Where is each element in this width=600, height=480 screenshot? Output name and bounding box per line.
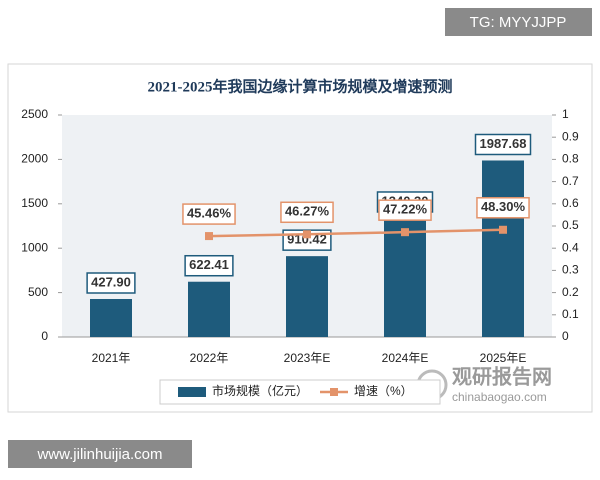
line-marker [303, 230, 311, 239]
watermark-box [445, 8, 592, 36]
chart-title: 2021-2025年我国边缘计算市场规模及增速预测 [148, 77, 453, 95]
y2-tick-label: 1 [562, 107, 569, 121]
y2-tick-label: 0.7 [562, 174, 579, 188]
line-label: 45.46% [187, 206, 232, 221]
line-marker [499, 225, 507, 234]
bar [384, 217, 426, 337]
bar-label-box [86, 272, 136, 294]
bar [188, 281, 230, 337]
line-label-box [182, 203, 236, 225]
y-tick-label: 0 [41, 329, 48, 343]
y2-tick-label: 0.6 [562, 196, 579, 210]
logo-url: chinabaogao.com [452, 390, 547, 404]
line-label: 46.27% [285, 204, 330, 219]
y2-tick-label: 0.4 [562, 240, 579, 254]
legend [159, 379, 441, 405]
legend-swatch [330, 388, 338, 396]
y2-tick-label: 0.9 [562, 129, 579, 143]
x-tick-label: 2023年E [284, 351, 331, 365]
bar-label: 1987.68 [480, 136, 527, 151]
bar-label-box [184, 254, 234, 277]
line-label-box [280, 201, 334, 224]
y2-tick-label: 0.8 [562, 152, 579, 166]
x-tick-label: 2025年E [480, 351, 527, 365]
watermark: TG: MYYJJPP [470, 14, 567, 31]
y2-tick-label: 0.1 [562, 307, 579, 321]
line [208, 228, 504, 238]
y2-tick-label: 0.2 [562, 285, 579, 299]
y-tick-label: 1000 [21, 240, 48, 254]
y-tick-label: 1500 [21, 196, 48, 210]
line-marker [205, 232, 213, 241]
y-tick-label: 2500 [21, 107, 48, 121]
line-label: 47.22% [383, 202, 428, 217]
y-tick-label: 500 [28, 285, 48, 299]
legend-swatch [178, 387, 206, 397]
bar [482, 160, 524, 337]
x-tick-label: 2024年E [382, 351, 429, 365]
bar-label: 622.41 [189, 257, 229, 272]
y2-tick-label: 0.5 [562, 218, 579, 232]
y2-tick-label: 0.3 [562, 263, 579, 277]
logo: 观研报告网 [452, 364, 552, 388]
watermark-box [8, 440, 192, 468]
line-label-box [476, 197, 530, 219]
legend-label: 增速（%） [354, 384, 413, 398]
bar [286, 256, 328, 337]
bar-label: 427.90 [91, 274, 131, 289]
line-label-box [378, 199, 432, 221]
x-tick-label: 2021年 [92, 351, 131, 365]
line-label: 48.30% [481, 199, 526, 214]
bar-label-box [474, 133, 532, 156]
line-marker [401, 228, 409, 237]
watermark: www.jilinhuijia.com [36, 446, 162, 463]
x-tick-label: 2022年 [190, 351, 229, 365]
bar [90, 299, 132, 337]
y-tick-label: 2000 [21, 152, 48, 166]
legend-label: 市场规模（亿元） [212, 383, 308, 398]
y2-tick-label: 0 [562, 329, 569, 343]
